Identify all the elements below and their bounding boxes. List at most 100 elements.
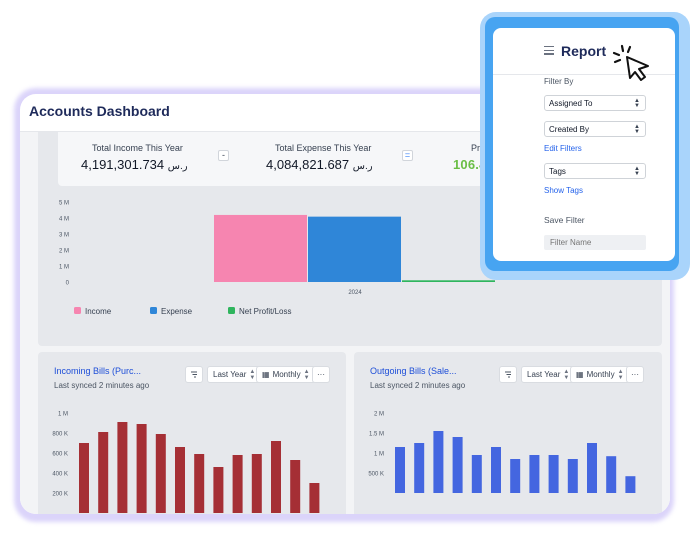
income-amount: 4,191,301.734	[81, 157, 168, 172]
show-tags-link[interactable]: Show Tags	[544, 186, 583, 195]
bar-month	[136, 424, 147, 513]
bar-month	[79, 443, 89, 513]
y-tick-label: 1 M	[58, 412, 68, 418]
y-tick-label: 200 K	[52, 492, 68, 498]
y-tick-label: 3 M	[59, 233, 69, 239]
outgoing-card-subtitle: Last synced 2 minutes ago	[370, 381, 466, 390]
bar-expense	[308, 216, 401, 282]
report-divider	[493, 74, 675, 75]
hamburger-menu-icon[interactable]	[544, 46, 554, 57]
incoming-period-select[interactable]: Last Year ▲ ▼	[207, 366, 262, 383]
bar-month	[309, 483, 320, 513]
yearly-bar-chart: 5 M 4 M 3 M 2 M 1 M 0 2024 Income Expense Net Pro…	[59, 201, 495, 316]
page-title: Accounts Dashboard	[29, 103, 170, 119]
calendar-icon: ▦	[262, 370, 270, 379]
incoming-more-button[interactable]: ···	[312, 366, 330, 383]
incoming-interval-value: Monthly	[272, 370, 301, 379]
x-tick-label: 2024	[348, 290, 362, 296]
select-arrows-icon: ▲ ▼	[634, 98, 640, 109]
select-arrows-icon: ▲ ▼	[563, 368, 570, 381]
incoming-card-title[interactable]: Incoming Bills (Purc...	[54, 366, 142, 376]
filter-name-input[interactable]	[544, 235, 646, 250]
select-arrows-icon: ▲ ▼	[303, 368, 310, 381]
bar-month	[433, 431, 444, 493]
mouse-cursor-icon	[612, 44, 649, 81]
expense-amount: 4,084,821.687	[266, 157, 353, 172]
edit-filters-link[interactable]: Edit Filters	[544, 144, 582, 153]
outgoing-card-title[interactable]: Outgoing Bills (Sale...	[370, 366, 457, 376]
legend-swatch	[228, 307, 235, 314]
equals-operator: =	[402, 150, 413, 161]
bar-month	[213, 467, 224, 513]
select-arrows-icon: ▲ ▼	[249, 368, 256, 381]
y-tick-label: 2 M	[59, 249, 69, 255]
bar-net-profit-loss	[402, 280, 495, 282]
created-by-value: Created By	[549, 125, 590, 134]
y-tick-label: 0	[66, 281, 70, 287]
income-value: 4,191,301.734 ر.س	[81, 157, 188, 172]
incoming-interval-select[interactable]: ▦ Monthly ▲ ▼	[256, 366, 316, 383]
legend-label: Income	[85, 307, 112, 316]
incoming-bills-card: Incoming Bills (Purc... Last synced 2 mi…	[38, 352, 346, 514]
bar-month	[567, 459, 578, 493]
filter-by-label: Filter By	[544, 77, 574, 86]
y-tick-label: 1 M	[59, 265, 69, 271]
outgoing-more-button[interactable]: ···	[626, 366, 644, 383]
filter-icon	[505, 371, 511, 378]
calendar-icon: ▦	[576, 370, 584, 379]
y-tick-label: 600 K	[52, 452, 68, 458]
dashboard-header: Accounts Dashboard	[20, 94, 670, 132]
outgoing-bills-card: Outgoing Bills (Sale... Last synced 2 mi…	[354, 352, 662, 514]
incoming-period-value: Last Year	[213, 370, 247, 379]
created-by-select[interactable]: Created By ▲ ▼	[544, 121, 646, 137]
expense-value: 4,084,821.687 ر.س	[266, 157, 373, 172]
filter-icon	[191, 371, 197, 378]
bar-income	[214, 214, 307, 282]
y-tick-label: 1 M	[374, 452, 384, 458]
bar-month	[251, 454, 262, 513]
bar-month	[548, 455, 559, 493]
bar-month	[510, 459, 521, 493]
bar-month	[117, 422, 128, 513]
expense-label: Total Expense This Year	[275, 143, 372, 153]
incoming-card-subtitle: Last synced 2 minutes ago	[54, 381, 150, 390]
y-tick-label: 800 K	[52, 432, 68, 438]
incoming-bills-chart: 1 M 800 K 600 K 400 K 200 K	[52, 412, 320, 513]
bar-month	[395, 447, 405, 493]
assigned-to-value: Assigned To	[549, 99, 593, 108]
report-title: Report	[561, 43, 607, 59]
more-icon: ···	[317, 370, 325, 379]
income-currency: ر.س	[167, 161, 188, 172]
incoming-filter-button[interactable]	[185, 366, 203, 383]
bar-month	[452, 437, 463, 493]
select-arrows-icon: ▲ ▼	[617, 368, 624, 381]
tags-select[interactable]: Tags ▲ ▼	[544, 163, 646, 179]
bar-month	[175, 447, 185, 513]
assigned-to-select[interactable]: Assigned To ▲ ▼	[544, 95, 646, 111]
expense-currency: ر.س	[352, 161, 373, 172]
select-arrows-icon: ▲ ▼	[634, 124, 640, 135]
bar-month	[471, 455, 482, 493]
outgoing-interval-select[interactable]: ▦ Monthly ▲ ▼	[570, 366, 630, 383]
legend-swatch	[150, 307, 157, 314]
outgoing-period-select[interactable]: Last Year ▲ ▼	[521, 366, 576, 383]
bar-month	[625, 476, 636, 493]
legend-label: Net Profit/Loss	[239, 307, 291, 316]
legend-swatch	[74, 307, 81, 314]
minus-operator: -	[218, 150, 229, 161]
bar-month	[290, 460, 301, 513]
y-tick-label: 5 M	[59, 201, 69, 207]
outgoing-interval-value: Monthly	[586, 370, 615, 379]
bar-month	[587, 443, 597, 493]
bar-month	[271, 441, 281, 513]
bar-month	[98, 432, 109, 513]
more-icon: ···	[631, 370, 639, 379]
outgoing-bills-chart: 2 M 1.5 M 1 M 500 K	[368, 412, 636, 493]
legend-label: Expense	[161, 307, 193, 316]
y-tick-label: 400 K	[52, 472, 68, 478]
outgoing-filter-button[interactable]	[499, 366, 517, 383]
outgoing-period-value: Last Year	[527, 370, 561, 379]
income-label: Total Income This Year	[92, 143, 183, 153]
tags-value: Tags	[549, 167, 566, 176]
bar-month	[232, 455, 243, 513]
